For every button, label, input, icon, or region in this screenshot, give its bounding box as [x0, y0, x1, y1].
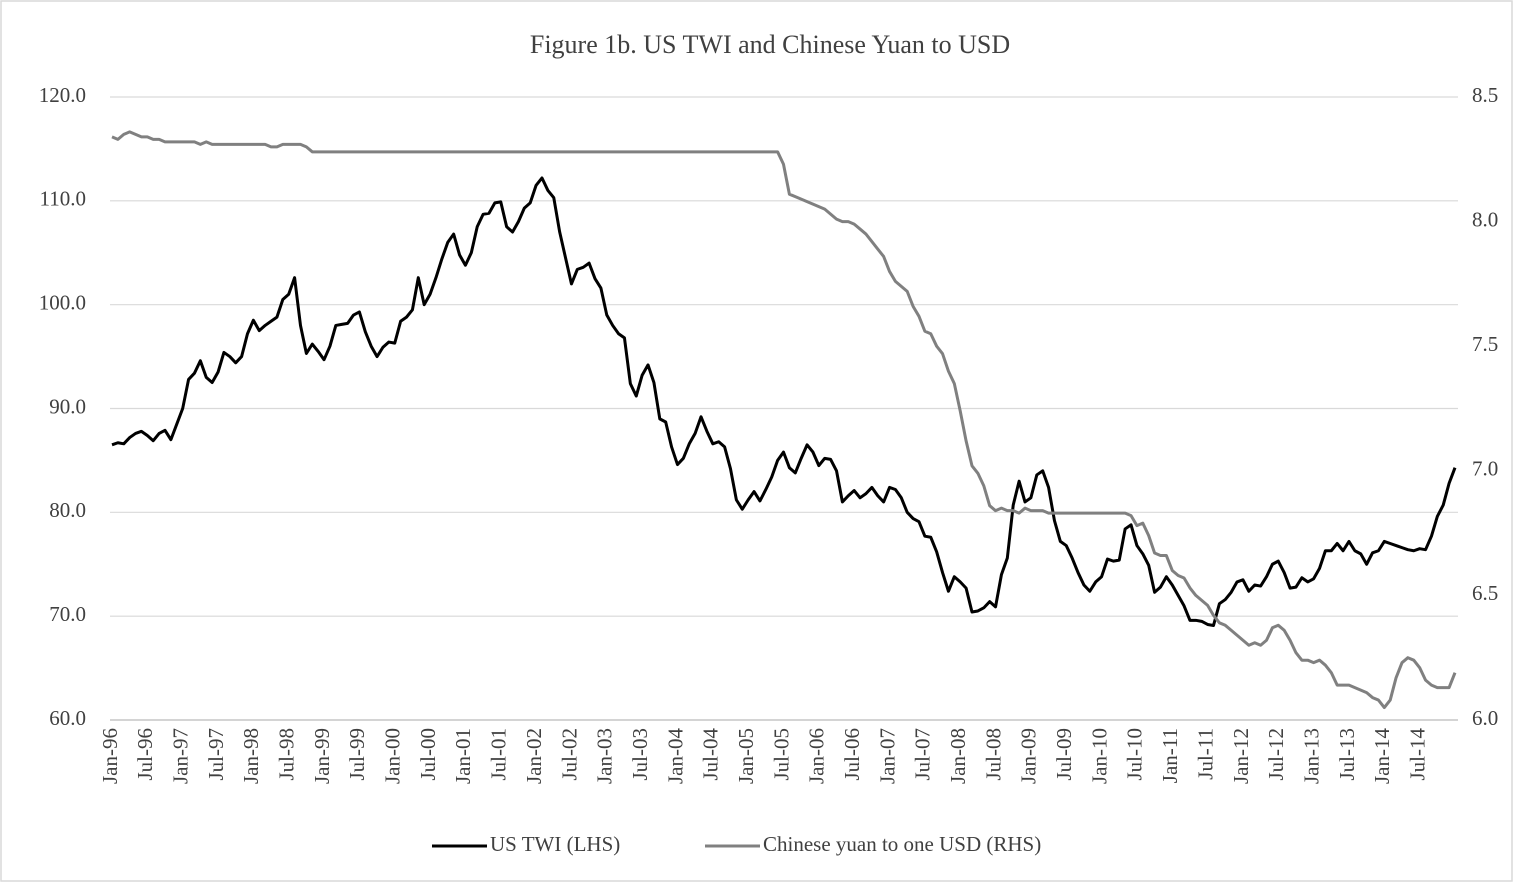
x-tick-label: Jul-13 — [1335, 728, 1359, 781]
x-tick-label: Jan-08 — [946, 728, 970, 784]
x-tick-label: Jul-00 — [416, 728, 440, 781]
y2-tick-label: 6.0 — [1472, 706, 1498, 730]
x-tick-label: Jul-14 — [1405, 728, 1429, 781]
x-tick-label: Jan-02 — [522, 728, 546, 784]
x-tick-label: Jul-11 — [1193, 728, 1217, 780]
x-tick-label: Jul-10 — [1123, 728, 1147, 781]
y2-tick-label: 6.5 — [1472, 581, 1498, 605]
x-tick-label: Jul-05 — [769, 728, 793, 781]
x-tick-label: Jan-14 — [1370, 728, 1394, 784]
x-tick-label: Jul-96 — [133, 728, 157, 781]
x-tick-label: Jul-97 — [204, 728, 228, 781]
x-tick-label: Jul-08 — [981, 728, 1005, 781]
x-tick-label: Jan-98 — [239, 728, 263, 784]
x-tick-label: Jan-09 — [1017, 728, 1041, 784]
y-tick-label: 70.0 — [49, 602, 86, 626]
y2-tick-label: 8.5 — [1472, 83, 1498, 107]
x-tick-label: Jul-04 — [699, 728, 723, 781]
x-tick-label: Jan-06 — [805, 728, 829, 784]
x-tick-label: Jan-03 — [593, 728, 617, 784]
chart-title: Figure 1b. US TWI and Chinese Yuan to US… — [530, 30, 1010, 59]
x-tick-label: Jul-12 — [1264, 728, 1288, 781]
x-tick-label: Jan-99 — [310, 728, 334, 784]
series-line — [111, 176, 1457, 628]
y-tick-label: 100.0 — [39, 290, 86, 314]
x-tick-label: Jan-10 — [1087, 728, 1111, 784]
x-tick-label: Jul-03 — [628, 728, 652, 781]
y2-tick-label: 8.0 — [1472, 207, 1498, 231]
x-tick-label: Jul-99 — [345, 728, 369, 781]
x-tick-label: Jan-12 — [1229, 728, 1253, 784]
y-tick-label: 60.0 — [49, 706, 86, 730]
x-tick-label: Jul-01 — [487, 728, 511, 781]
series-line — [111, 130, 1457, 710]
x-tick-label: Jan-04 — [663, 728, 687, 784]
y2-tick-label: 7.5 — [1472, 332, 1498, 356]
x-tick-label: Jan-13 — [1299, 728, 1323, 784]
legend-label: Chinese yuan to one USD (RHS) — [763, 832, 1041, 856]
y-tick-label: 90.0 — [49, 394, 86, 418]
x-tick-label: Jan-11 — [1158, 728, 1182, 783]
x-tick-label: Jul-06 — [840, 728, 864, 781]
x-tick-label: Jan-97 — [168, 728, 192, 784]
y-tick-label: 80.0 — [49, 498, 86, 522]
x-tick-label: Jan-96 — [98, 728, 122, 784]
x-tick-label: Jan-01 — [451, 728, 475, 784]
y-tick-label: 120.0 — [39, 83, 86, 107]
x-tick-label: Jul-98 — [275, 728, 299, 781]
x-tick-label: Jan-00 — [381, 728, 405, 784]
x-tick-label: Jul-09 — [1052, 728, 1076, 781]
x-tick-label: Jul-02 — [557, 728, 581, 781]
legend-label: US TWI (LHS) — [490, 832, 620, 856]
y-tick-label: 110.0 — [40, 187, 86, 211]
x-tick-label: Jul-07 — [911, 728, 935, 781]
x-tick-label: Jan-07 — [875, 728, 899, 784]
y2-tick-label: 7.0 — [1472, 457, 1498, 481]
x-tick-label: Jan-05 — [734, 728, 758, 784]
